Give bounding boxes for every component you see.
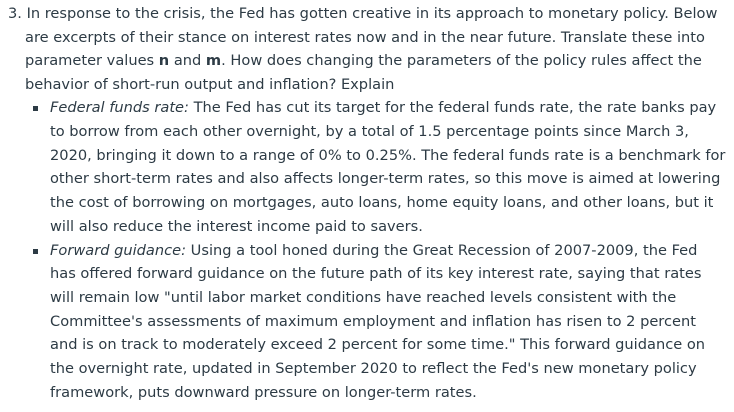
- question-text: 3. In response to the crisis, the Fed ha…: [8, 2, 726, 96]
- excerpt-term: Federal funds rate:: [50, 99, 189, 117]
- excerpt-text: Using a tool honed during the Great Rece…: [50, 241, 706, 401]
- excerpt-text: The Fed has cut its target for the feder…: [50, 99, 726, 235]
- question-and: and: [169, 52, 206, 70]
- excerpt-item-forward-guidance: Forward guidance: Using a tool honed dur…: [31, 239, 726, 405]
- param-n: n: [158, 52, 170, 70]
- excerpt-term: Forward guidance:: [50, 241, 187, 259]
- excerpt-list: Federal funds rate: The Fed has cut its …: [8, 96, 726, 404]
- question-outro: . How does changing the parameters of th…: [25, 52, 702, 93]
- excerpt-item-federal-funds-rate: Federal funds rate: The Fed has cut its …: [31, 96, 726, 238]
- param-m: m: [205, 52, 222, 70]
- question-intro: 3. In response to the crisis, the Fed ha…: [8, 5, 718, 70]
